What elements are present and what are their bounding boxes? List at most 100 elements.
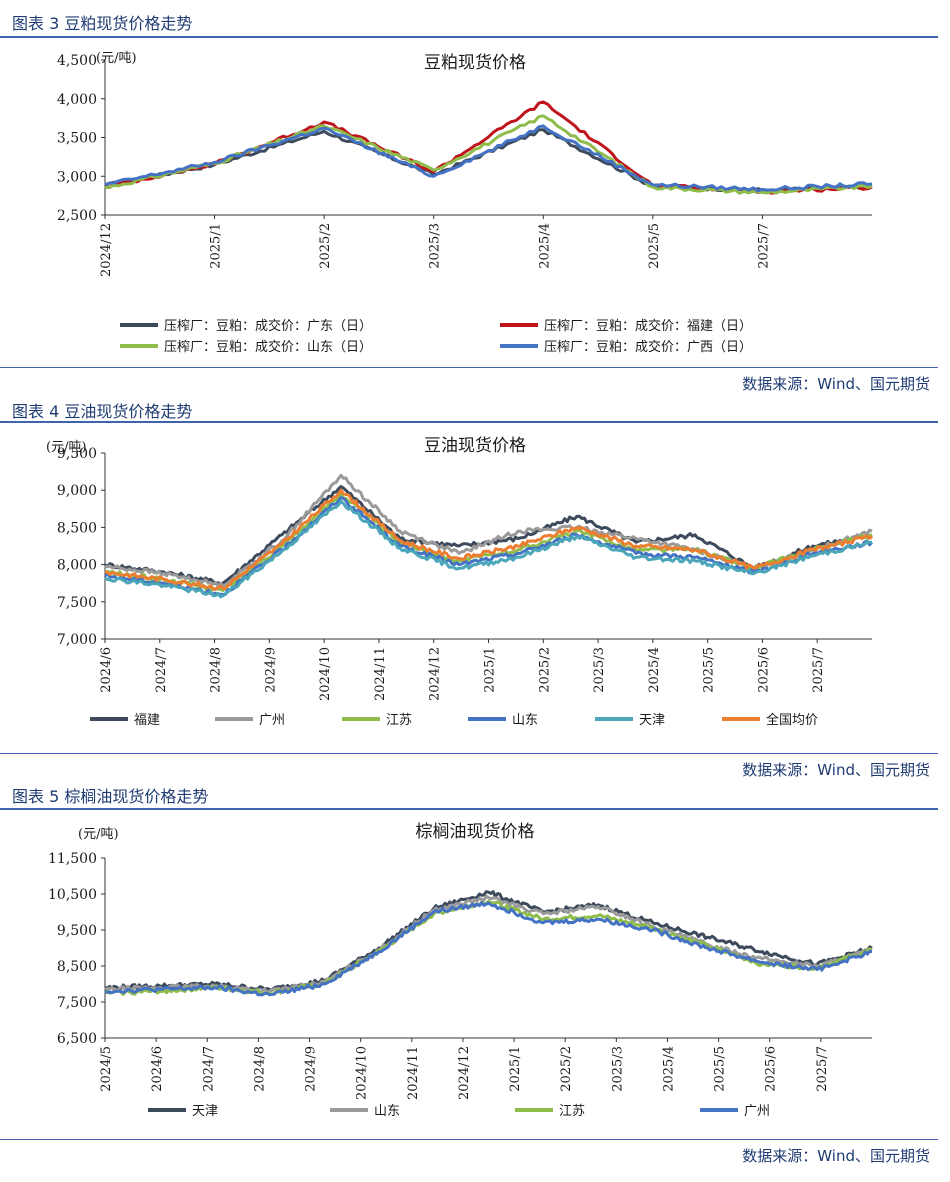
x-tick-label: 2025/5 [702,647,717,693]
figure-5-heading: 图表 5 棕榈油现货价格走势 [12,787,209,806]
x-tick-label: 2025/1 [209,223,224,269]
legend-label: 压榨厂：豆粕：成交价：广东（日） [164,318,372,334]
y-tick-label: 10,500 [48,887,97,903]
x-tick-label: 2024/6 [99,647,114,693]
y-tick-label: 4,000 [57,92,97,108]
series-line-0 [104,890,873,992]
figure-3-bottom-rule [0,367,938,368]
x-tick-label: 2024/10 [318,647,333,701]
series-line-2 [104,114,873,195]
x-tick-label: 2024/11 [373,647,388,701]
legend-label: 广州 [744,1104,770,1119]
chart-title: 豆粕现货价格 [424,53,526,73]
x-tick-label: 2024/8 [209,647,224,693]
x-tick-label: 2024/11 [406,1046,421,1100]
legend-label: 全国均价 [766,712,818,728]
y-tick-label: 7,000 [57,632,97,648]
y-unit-label: (元/吨) [46,440,87,455]
legend-label: 压榨厂：豆粕：成交价：广西（日） [544,339,752,355]
soyoil-chart: 豆油现货价格 (元/吨)9,500 9,000 8,500 8,000 7,500 7,00… [46,436,874,728]
series-line-2 [104,899,873,996]
x-tick-label: 2025/3 [428,223,443,269]
legend-label: 福建 [134,713,160,728]
x-tick-label: 2024/6 [150,1046,165,1092]
x-tick-label: 2024/9 [304,1046,319,1092]
y-tick-label: 11,500 [48,851,97,867]
y-tick-label: 6,500 [57,1031,97,1047]
chart-title: 豆油现货价格 [424,436,526,456]
x-tick-label: 2025/5 [713,1046,728,1092]
series-line-3 [104,901,873,997]
x-tick-label: 2024/8 [252,1046,267,1092]
figure-4-top-rule [0,421,938,423]
series-line-1 [104,100,873,195]
y-tick-label: 8,500 [57,959,97,975]
legend-label: 江苏 [386,712,412,728]
figure-4-panel: 豆油现货价格 (元/吨) 9,500 9,000 8,500 8,000 7,500 7,00… [0,423,950,753]
x-tick-label: 2025/3 [610,1046,625,1092]
x-tick-label: 2024/7 [201,1046,216,1092]
figure-3-panel: 豆粕现货价格 (元/吨) 4,500 4,000 3,500 3,000 2,500 2024… [0,38,950,368]
figure-5-source: 数据来源：Wind、国元期货 [742,1147,930,1165]
x-tick-label: 2025/4 [537,223,552,269]
y-tick-label: 9,500 [57,446,97,462]
figure-4-heading: 图表 4 豆油现货价格走势 [12,402,193,421]
y-tick-label: 9,500 [57,923,97,939]
x-tick-label: 2024/12 [457,1046,472,1100]
figure-5-top-rule [0,808,938,810]
x-tick-label: 2025/7 [756,223,771,269]
x-tick-label: 2025/2 [318,223,333,269]
x-tick-label: 2024/7 [154,647,169,693]
x-tick-label: 2024/12 [99,223,114,277]
y-tick-label: 9,000 [57,483,97,499]
figure-5-bottom-rule [0,1139,938,1140]
y-tick-label: 4,500 [57,53,97,69]
x-tick-label: 2025/6 [764,1046,779,1092]
legend-label: 广州 [259,713,285,728]
x-tick-label: 2025/7 [811,647,826,693]
y-unit-label: (元/吨) [78,827,119,842]
series-line-3 [104,496,874,597]
series-line-5 [104,488,873,591]
y-tick-label: 3,000 [57,169,97,185]
x-tick-label: 2025/3 [592,647,607,693]
x-tick-label: 2025/2 [559,1046,574,1092]
x-tick-label: 2024/12 [428,647,443,701]
x-tick-label: 2025/5 [647,223,662,269]
x-tick-label: 2025/7 [815,1046,830,1092]
x-tick-label: 2024/9 [263,647,278,693]
legend-label: 天津 [639,713,665,728]
palmoil-chart: 棕榈油现货价格 (元/吨) 11,500 10,500 9,500 8,500 7,500 6… [48,822,873,1119]
legend-label: 天津 [192,1104,218,1119]
y-tick-label: 2,500 [57,208,97,224]
y-tick-label: 7,500 [57,995,97,1011]
figure-3-heading: 图表 3 豆粕现货价格走势 [12,14,193,33]
legend-label: 江苏 [559,1103,585,1119]
legend-label: 山东 [374,1104,400,1119]
x-tick-label: 2025/1 [483,647,498,693]
legend-label: 压榨厂：豆粕：成交价：山东（日） [164,339,372,355]
x-tick-label: 2025/6 [756,647,771,693]
x-tick-label: 2025/2 [537,647,552,693]
y-tick-label: 3,500 [57,131,97,147]
legend-label: 山东 [512,713,538,728]
series-line-3 [104,124,873,193]
figure-4-source: 数据来源：Wind、国元期货 [742,761,930,779]
legend-label: 压榨厂：豆粕：成交价：福建（日） [544,318,752,334]
figure-3-top-rule [0,36,938,38]
figure-3-source: 数据来源：Wind、国元期货 [742,375,930,393]
soymeal-chart: 豆粕现货价格 (元/吨)4,500 4,000 3,500 3,000 2,5002024… [57,51,873,355]
series-line-4 [104,499,873,599]
y-unit-label: (元/吨) [96,51,137,66]
figure-4-bottom-rule [0,753,938,754]
y-tick-label: 7,500 [57,595,97,611]
x-tick-label: 2024/5 [99,1046,114,1092]
figure-5-panel: 棕榈油现货价格 (元/吨) 11,500 10,500 9,500 8,500 7,500 6… [0,810,950,1140]
y-tick-label: 8,500 [57,520,97,536]
x-tick-label: 2025/1 [508,1046,523,1092]
x-tick-label: 2025/4 [647,647,662,693]
series-line-1 [104,894,873,995]
chart-title: 棕榈油现货价格 [416,822,535,842]
y-tick-label: 8,000 [57,558,97,574]
x-tick-label: 2025/4 [661,1046,676,1092]
